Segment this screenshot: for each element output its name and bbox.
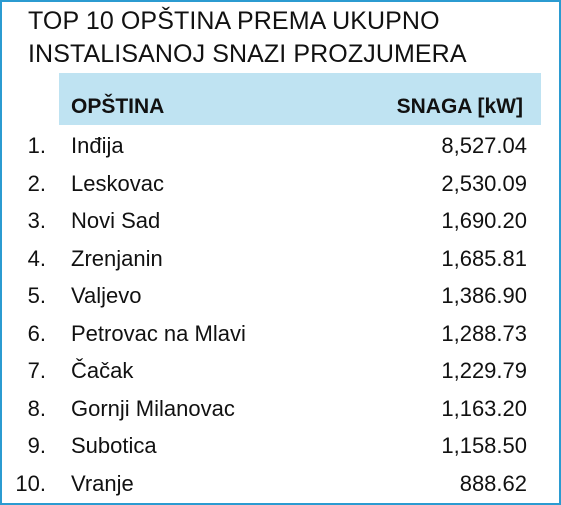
row-municipality: Subotica: [71, 433, 157, 458]
row-power-value: 8,527.04: [441, 133, 527, 158]
row-power-value: 1,158.50: [441, 433, 527, 458]
row-power-value: 1,229.79: [441, 358, 527, 383]
table-row: 8. Gornji Milanovac 1,163.20: [2, 390, 561, 428]
row-rank: 4.: [27, 245, 46, 271]
row-rank: 5.: [27, 283, 46, 308]
row-municipality: Vranje: [71, 470, 134, 496]
chart-title: TOP 10 OPŠTINA PREMA UKUPNO INSTALISANOJ…: [28, 5, 467, 71]
row-power-value: 2,530.09: [441, 170, 527, 196]
row-rank: 7.: [27, 358, 46, 383]
table-body: 1. Inđija 8,527.04 2. Leskovac 2,530.09 3. Novi…: [2, 127, 561, 502]
table-row: 10. Vranje 888.62: [2, 465, 561, 503]
title-line-2: INSTALISANOJ SNAZI PROZJUMERA: [28, 40, 467, 68]
row-power-value: 888.62: [459, 470, 527, 496]
row-rank: 1.: [27, 133, 46, 158]
table-row: 2. Leskovac 2,530.09: [2, 165, 561, 203]
row-power-value: 1,163.20: [441, 395, 527, 421]
row-municipality: Inđija: [71, 133, 124, 158]
table-row: 5. Valjevo 1,386.90: [2, 277, 561, 315]
row-rank: 10.: [15, 470, 46, 496]
row-power-value: 1,685.81: [441, 245, 527, 271]
column-header-opstina: OPŠTINA: [71, 95, 165, 118]
row-municipality: Gornji Milanovac: [71, 395, 235, 421]
table-row: 6. Petrovac na Mlavi 1,288.73: [2, 315, 561, 353]
row-municipality: Zrenjanin: [71, 245, 163, 271]
row-rank: 3.: [27, 208, 46, 233]
table-row: 4. Zrenjanin 1,685.81: [2, 240, 561, 278]
row-municipality: Leskovac: [71, 170, 164, 196]
title-line-1: TOP 10 OPŠTINA PREMA UKUPNO: [28, 7, 440, 35]
table-header-bar: [59, 73, 541, 125]
row-municipality: Petrovac na Mlavi: [71, 320, 246, 346]
table-row: 9. Subotica 1,158.50: [2, 427, 561, 465]
row-rank: 2.: [27, 170, 46, 196]
row-rank: 6.: [27, 320, 46, 346]
table-row: 1. Inđija 8,527.04: [2, 127, 561, 165]
row-rank: 8.: [27, 395, 46, 421]
row-power-value: 1,690.20: [441, 208, 527, 233]
row-rank: 9.: [27, 433, 46, 458]
row-municipality: Novi Sad: [71, 208, 161, 233]
row-power-value: 1,288.73: [441, 320, 527, 346]
row-power-value: 1,386.90: [441, 283, 527, 308]
row-municipality: Valjevo: [71, 283, 142, 308]
column-header-snaga: SNAGA [kW]: [396, 95, 523, 118]
table-row: 3. Novi Sad 1,690.20: [2, 202, 561, 240]
table-row: 7. Čačak 1,229.79: [2, 352, 561, 390]
row-municipality: Čačak: [71, 358, 134, 383]
